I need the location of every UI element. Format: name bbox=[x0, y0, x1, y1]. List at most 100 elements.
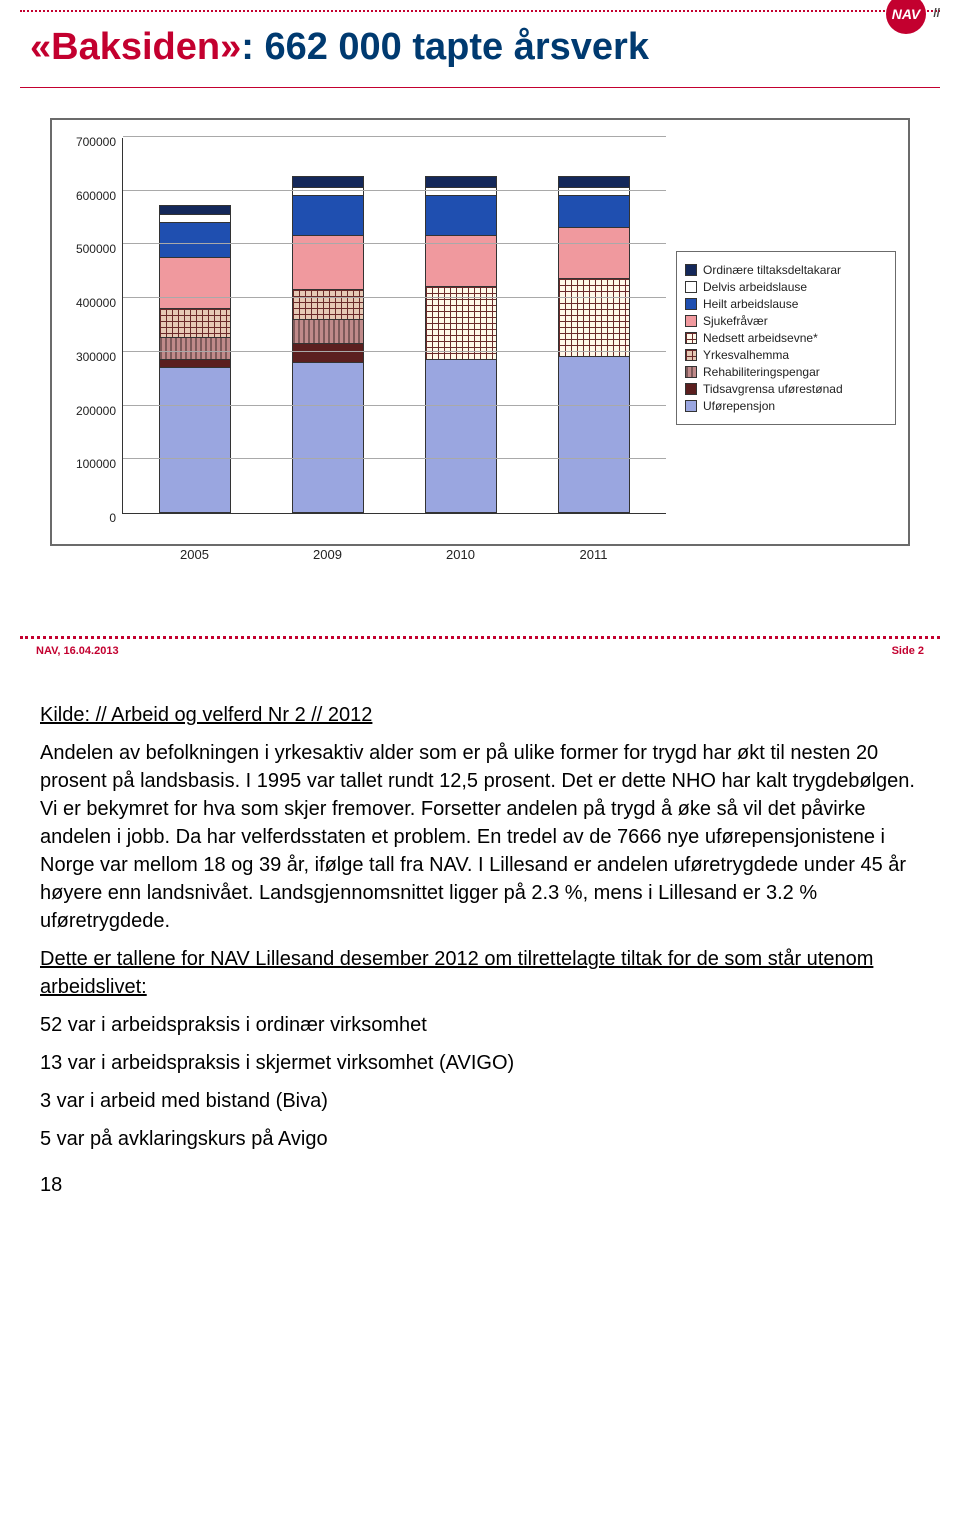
y-tick-label: 0 bbox=[109, 511, 116, 525]
title-rest: : 662 000 tapte årsverk bbox=[241, 26, 649, 68]
document-body: Kilde: // Arbeid og velferd Nr 2 // 2012… bbox=[40, 701, 920, 1199]
bar-segment bbox=[559, 278, 629, 356]
y-tick-label: 400000 bbox=[76, 296, 116, 310]
slide-header: NAV // «Baksiden»: 662 000 tapte årsverk bbox=[20, 10, 940, 88]
body-paragraph-1: Andelen av befolkningen i yrkesaktiv ald… bbox=[40, 739, 920, 935]
legend-swatch bbox=[685, 315, 697, 327]
y-tick-label: 600000 bbox=[76, 189, 116, 203]
y-tick-label: 700000 bbox=[76, 135, 116, 149]
y-tick-label: 200000 bbox=[76, 404, 116, 418]
bar-segment bbox=[559, 356, 629, 512]
list-item: 52 var i arbeidspraksis i ordinær virkso… bbox=[40, 1011, 920, 1039]
body-paragraph-2: Dette er tallene for NAV Lillesand desem… bbox=[40, 945, 920, 1001]
x-tick-label: 2009 bbox=[292, 547, 364, 562]
bar-segment bbox=[293, 289, 363, 319]
x-tick-label: 2005 bbox=[159, 547, 231, 562]
bar-group bbox=[123, 138, 666, 513]
slide-footer: NAV, 16.04.2013 Side 2 bbox=[20, 636, 940, 671]
legend-label: Ordinære tiltaksdeltakarar bbox=[703, 263, 841, 277]
footer-left: NAV, 16.04.2013 bbox=[36, 645, 119, 657]
list-item: 13 var i arbeidspraksis i skjermet virks… bbox=[40, 1049, 920, 1077]
legend-label: Tidsavgrensa uførestønad bbox=[703, 382, 843, 396]
legend-label: Rehabiliteringspengar bbox=[703, 365, 820, 379]
legend-item: Tidsavgrensa uførestønad bbox=[685, 382, 887, 396]
bar-segment bbox=[160, 206, 230, 214]
plot-area bbox=[122, 138, 666, 514]
legend-label: Heilt arbeidslause bbox=[703, 297, 798, 311]
list-item: 5 var på avklaringskurs på Avigo bbox=[40, 1125, 920, 1153]
legend-item: Sjukefråvær bbox=[685, 314, 887, 328]
list-item: 3 var i arbeid med bistand (Biva) bbox=[40, 1087, 920, 1115]
bar-segment bbox=[160, 222, 230, 257]
gridline bbox=[123, 351, 666, 352]
gridline bbox=[123, 190, 666, 191]
y-tick-label: 100000 bbox=[76, 457, 116, 471]
y-tick-label: 500000 bbox=[76, 242, 116, 256]
footer-right: Side 2 bbox=[892, 645, 924, 657]
legend-item: Heilt arbeidslause bbox=[685, 297, 887, 311]
bar-segment bbox=[160, 337, 230, 358]
legend-item: Ordinære tiltaksdeltakarar bbox=[685, 263, 887, 277]
legend-swatch bbox=[685, 366, 697, 378]
legend-swatch bbox=[685, 349, 697, 361]
bar bbox=[425, 176, 497, 513]
legend-item: Nedsett arbeidsevne* bbox=[685, 331, 887, 345]
bar bbox=[159, 205, 231, 513]
legend-item: Delvis arbeidslause bbox=[685, 280, 887, 294]
bar-segment bbox=[293, 177, 363, 187]
gridline bbox=[123, 136, 666, 137]
bar-segment bbox=[426, 187, 496, 195]
bar-segment bbox=[293, 195, 363, 235]
legend-swatch bbox=[685, 281, 697, 293]
legend-swatch bbox=[685, 383, 697, 395]
bar-segment bbox=[160, 308, 230, 338]
bar-segment bbox=[160, 257, 230, 308]
legend-item: Yrkesvalhemma bbox=[685, 348, 887, 362]
slide-title: «Baksiden»: 662 000 tapte årsverk bbox=[20, 20, 940, 88]
legend-label: Sjukefråvær bbox=[703, 314, 768, 328]
legend-item: Uførepensjon bbox=[685, 399, 887, 413]
gridline bbox=[123, 243, 666, 244]
bar-segment bbox=[293, 187, 363, 195]
bar bbox=[558, 176, 630, 513]
title-quoted: «Baksiden» bbox=[30, 26, 241, 68]
legend-swatch bbox=[685, 298, 697, 310]
bar-segment bbox=[160, 367, 230, 512]
bar-segment bbox=[559, 177, 629, 187]
bar-segment bbox=[426, 195, 496, 235]
gridline bbox=[123, 458, 666, 459]
bar-segment bbox=[559, 227, 629, 278]
legend: Ordinære tiltaksdeltakarar Delvis arbeids… bbox=[676, 251, 896, 425]
source-line: Kilde: // Arbeid og velferd Nr 2 // 2012 bbox=[40, 701, 920, 729]
nav-slash-decor: // bbox=[933, 6, 940, 20]
chart-plot: 0 100000 200000 300000 400000 500000 600000 700… bbox=[60, 138, 666, 538]
bar-segment bbox=[293, 362, 363, 512]
legend-item: Rehabiliteringspengar bbox=[685, 365, 887, 379]
page-number: 18 bbox=[40, 1171, 920, 1199]
y-axis: 0 100000 200000 300000 400000 500000 600000 700… bbox=[60, 138, 122, 538]
legend-label: Yrkesvalhemma bbox=[703, 348, 789, 362]
x-tick-label: 2011 bbox=[558, 547, 630, 562]
legend-label: Uførepensjon bbox=[703, 399, 775, 413]
x-tick-label: 2010 bbox=[425, 547, 497, 562]
legend-swatch bbox=[685, 400, 697, 412]
bar bbox=[292, 176, 364, 513]
x-axis-labels: 2005 2009 2010 2011 bbox=[122, 547, 666, 562]
bar-segment bbox=[559, 195, 629, 227]
bar-segment bbox=[559, 187, 629, 195]
bar-segment bbox=[160, 359, 230, 367]
legend-swatch bbox=[685, 264, 697, 276]
legend-label: Delvis arbeidslause bbox=[703, 280, 807, 294]
bar-segment bbox=[293, 319, 363, 343]
legend-swatch bbox=[685, 332, 697, 344]
chart-frame: 0 100000 200000 300000 400000 500000 600000 700… bbox=[50, 118, 910, 546]
bar-segment bbox=[293, 343, 363, 362]
gridline bbox=[123, 405, 666, 406]
bullet-list: 52 var i arbeidspraksis i ordinær virkso… bbox=[40, 1011, 920, 1153]
bar-segment bbox=[160, 214, 230, 222]
y-tick-label: 300000 bbox=[76, 350, 116, 364]
bar-segment bbox=[426, 359, 496, 512]
gridline bbox=[123, 297, 666, 298]
slide-container: NAV // «Baksiden»: 662 000 tapte årsverk… bbox=[20, 10, 940, 671]
bar-segment bbox=[426, 177, 496, 187]
